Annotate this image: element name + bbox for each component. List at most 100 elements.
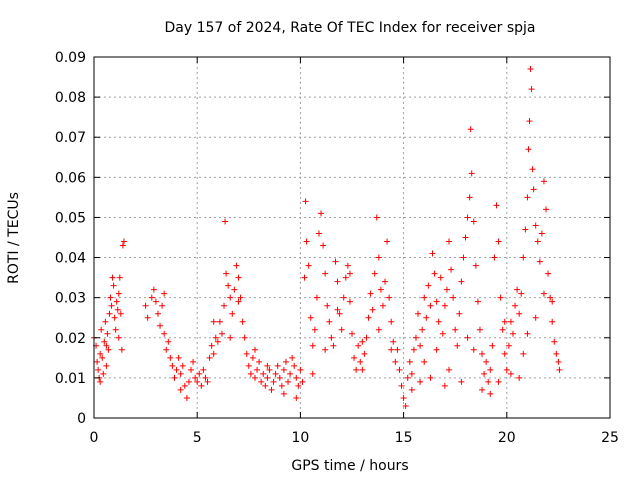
x-tick-label: 15 <box>395 430 413 446</box>
y-tick-label: 0.02 <box>55 331 86 347</box>
data-point <box>175 354 182 361</box>
data-point <box>379 302 386 309</box>
data-point <box>462 234 469 241</box>
data-point <box>144 314 151 321</box>
data-point <box>419 326 426 333</box>
data-point <box>256 358 263 365</box>
data-point <box>388 346 395 353</box>
data-point <box>529 166 536 173</box>
data-point <box>264 374 271 381</box>
data-point <box>412 334 419 341</box>
data-point <box>305 262 312 269</box>
data-point <box>161 330 168 337</box>
data-point <box>551 338 558 345</box>
data-point <box>328 334 335 341</box>
data-point <box>97 378 104 385</box>
data-point <box>114 306 121 313</box>
data-point <box>324 302 331 309</box>
data-point <box>196 370 203 377</box>
data-point <box>493 202 500 209</box>
data-point <box>336 310 343 317</box>
data-point <box>474 298 481 305</box>
data-point <box>417 342 424 349</box>
data-point <box>249 354 256 361</box>
data-point <box>549 298 556 305</box>
data-point <box>212 334 219 341</box>
data-point <box>117 310 124 317</box>
y-tick-label: 0.03 <box>55 291 86 307</box>
data-point <box>103 362 110 369</box>
data-point <box>177 386 184 393</box>
data-point <box>540 290 547 297</box>
data-point <box>437 274 444 281</box>
data-point <box>509 330 516 337</box>
data-point <box>179 362 186 369</box>
data-point <box>154 310 161 317</box>
data-point <box>543 206 550 213</box>
data-point <box>239 318 246 325</box>
data-point <box>104 330 111 337</box>
data-point <box>152 298 159 305</box>
data-point <box>467 126 474 133</box>
x-axis-label: GPS time / hours <box>291 458 408 474</box>
data-point <box>427 374 434 381</box>
data-point <box>446 238 453 245</box>
data-point <box>423 314 430 321</box>
data-point <box>115 290 122 297</box>
data-point <box>289 354 296 361</box>
data-point <box>163 346 170 353</box>
data-point <box>111 314 118 321</box>
data-point <box>99 354 106 361</box>
data-point <box>301 274 308 281</box>
data-point <box>495 238 502 245</box>
chart-title: Day 157 of 2024, Rate Of TEC Index for r… <box>164 20 535 36</box>
data-point <box>231 286 238 293</box>
data-point <box>507 370 514 377</box>
data-point <box>221 302 228 309</box>
data-point <box>293 374 300 381</box>
data-point <box>421 358 428 365</box>
data-point <box>450 294 457 301</box>
data-point <box>115 334 122 341</box>
data-point <box>185 378 192 385</box>
data-point <box>266 366 273 373</box>
data-point <box>150 286 157 293</box>
data-point <box>243 350 250 357</box>
data-point <box>346 298 353 305</box>
data-point <box>369 306 376 313</box>
data-point <box>448 266 455 273</box>
data-point <box>313 294 320 301</box>
data-point <box>167 354 174 361</box>
data-point <box>120 238 127 245</box>
data-point <box>460 254 467 261</box>
data-point <box>169 362 176 369</box>
x-tick-label: 25 <box>601 430 619 446</box>
data-point <box>251 374 258 381</box>
data-point <box>332 258 339 265</box>
data-point <box>200 366 207 373</box>
data-point <box>524 330 531 337</box>
data-point <box>142 302 149 309</box>
data-point <box>309 370 316 377</box>
data-point <box>404 374 411 381</box>
data-point <box>206 354 213 361</box>
data-point <box>532 314 539 321</box>
data-point <box>112 326 119 333</box>
data-point <box>204 378 211 385</box>
data-point <box>456 310 463 317</box>
data-point <box>443 286 450 293</box>
data-point <box>181 382 188 389</box>
data-point <box>268 386 275 393</box>
x-tick-label: 20 <box>498 430 516 446</box>
data-point <box>365 314 372 321</box>
data-point <box>431 270 438 277</box>
data-point <box>485 378 492 385</box>
x-tick-label: 10 <box>291 430 309 446</box>
data-point <box>338 326 345 333</box>
data-point <box>386 294 393 301</box>
data-point <box>359 338 366 345</box>
data-point <box>363 334 370 341</box>
data-point <box>216 318 223 325</box>
data-point <box>208 342 215 349</box>
data-point <box>355 342 362 349</box>
